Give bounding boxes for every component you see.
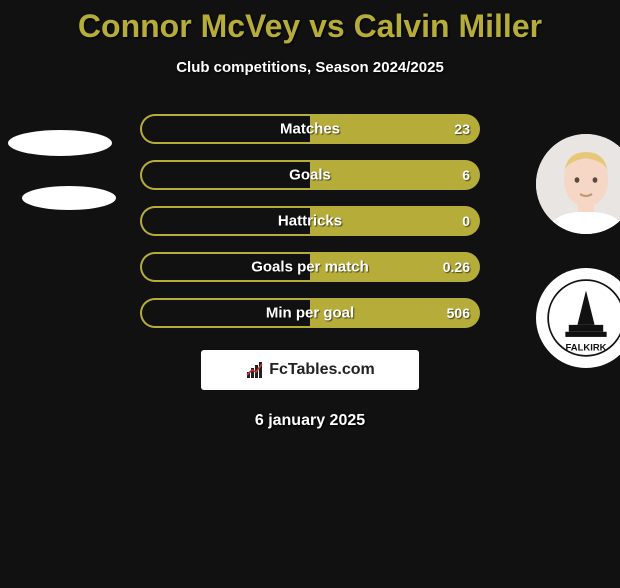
stat-label: Matches: [280, 121, 340, 138]
stat-value-right: 0: [462, 213, 470, 229]
stat-row: Hattricks 0: [0, 206, 620, 236]
stat-label: Hattricks: [278, 213, 342, 230]
subtitle: Club competitions, Season 2024/2025: [0, 59, 620, 76]
source-badge[interactable]: FcTables.com: [201, 350, 419, 390]
stat-value-right: 0.26: [443, 259, 470, 275]
stat-row: Matches 23: [0, 114, 620, 144]
stat-bar-right-fill: [310, 160, 480, 190]
stat-value-right: 506: [447, 305, 470, 321]
stat-row: Goals 6: [0, 160, 620, 190]
barchart-icon: [245, 360, 265, 380]
stat-value-right: 23: [454, 121, 470, 137]
stats-area: Matches 23 Goals 6 Hattricks 0 Goals per match…: [0, 114, 620, 328]
stat-row: Goals per match 0.26: [0, 252, 620, 282]
stat-label: Min per goal: [266, 305, 354, 322]
stat-row: Min per goal 506: [0, 298, 620, 328]
stat-label: Goals per match: [251, 259, 369, 276]
source-badge-text: FcTables.com: [269, 361, 375, 379]
stat-label: Goals: [289, 167, 331, 184]
date-text: 6 january 2025: [0, 412, 620, 430]
stat-value-right: 6: [462, 167, 470, 183]
page-title: Connor McVey vs Calvin Miller: [0, 8, 620, 45]
club-crest-label: FALKIRK: [566, 343, 607, 354]
stat-bar-left: [140, 160, 310, 190]
